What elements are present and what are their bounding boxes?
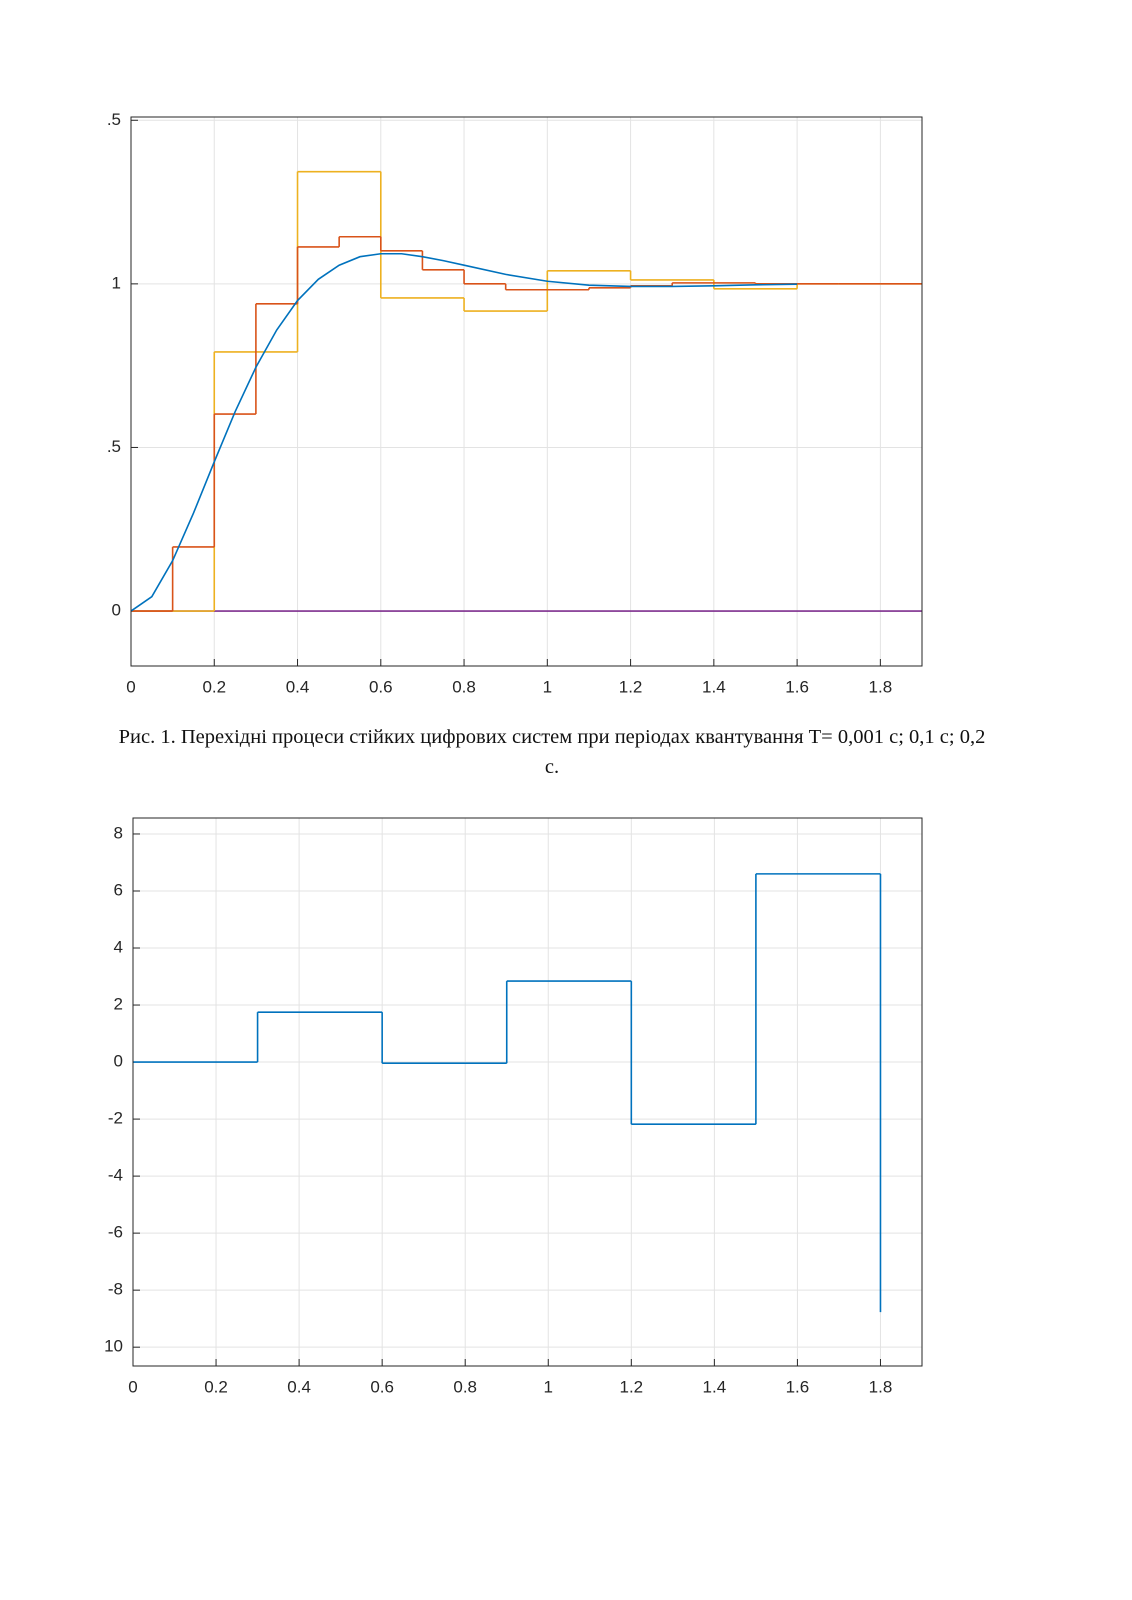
axes-box — [132, 817, 923, 1367]
x-tick-label: 0.6 — [370, 1377, 394, 1396]
x-tick-label: 0.4 — [286, 677, 310, 696]
x-tick-label: 1.4 — [703, 1377, 727, 1396]
y-tick-label: .5 — [107, 437, 121, 456]
x-tick-label: 0.2 — [202, 677, 226, 696]
y-tick-label: 10 — [104, 1337, 123, 1356]
x-tick-label: 0.6 — [369, 677, 393, 696]
x-tick-label: 1.8 — [869, 1377, 893, 1396]
y-tick-label: -6 — [108, 1223, 123, 1242]
x-tick-label: 0.4 — [287, 1377, 311, 1396]
y-tick-label: 0 — [112, 601, 121, 620]
y-tick-label: 2 — [114, 995, 123, 1014]
x-tick-label: 1 — [544, 1377, 553, 1396]
x-tick-label: 0.2 — [204, 1377, 228, 1396]
y-tick-label: -2 — [108, 1109, 123, 1128]
y-tick-label: 4 — [114, 937, 123, 956]
y-tick-label: 0 — [114, 1052, 123, 1071]
y-tick-label: .5 — [107, 110, 121, 129]
y-tick-label: 1 — [112, 273, 121, 292]
axes-box — [130, 116, 923, 667]
plot-area — [133, 818, 922, 1366]
x-tick-label: 0.8 — [452, 677, 476, 696]
x-tick-label: 0 — [128, 1377, 137, 1396]
x-tick-label: 1.8 — [869, 677, 893, 696]
y-tick-label: -8 — [108, 1280, 123, 1299]
x-tick-label: 1.2 — [619, 1377, 643, 1396]
figure-caption: Рис. 1. Перехідні процеси стійких цифров… — [118, 726, 986, 778]
x-tick-label: 1.2 — [619, 677, 643, 696]
plot-area — [131, 117, 922, 666]
x-tick-label: 1 — [543, 677, 552, 696]
x-tick-label: 1.6 — [785, 677, 809, 696]
y-tick-label: 8 — [114, 823, 123, 842]
x-tick-label: 0.8 — [453, 1377, 477, 1396]
y-tick-label: -4 — [108, 1166, 123, 1185]
x-tick-label: 1.4 — [702, 677, 726, 696]
x-tick-label: 1.6 — [786, 1377, 810, 1396]
line-series — [130, 252, 798, 612]
y-tick-label: 6 — [114, 880, 123, 899]
x-tick-label: 0 — [126, 677, 135, 696]
